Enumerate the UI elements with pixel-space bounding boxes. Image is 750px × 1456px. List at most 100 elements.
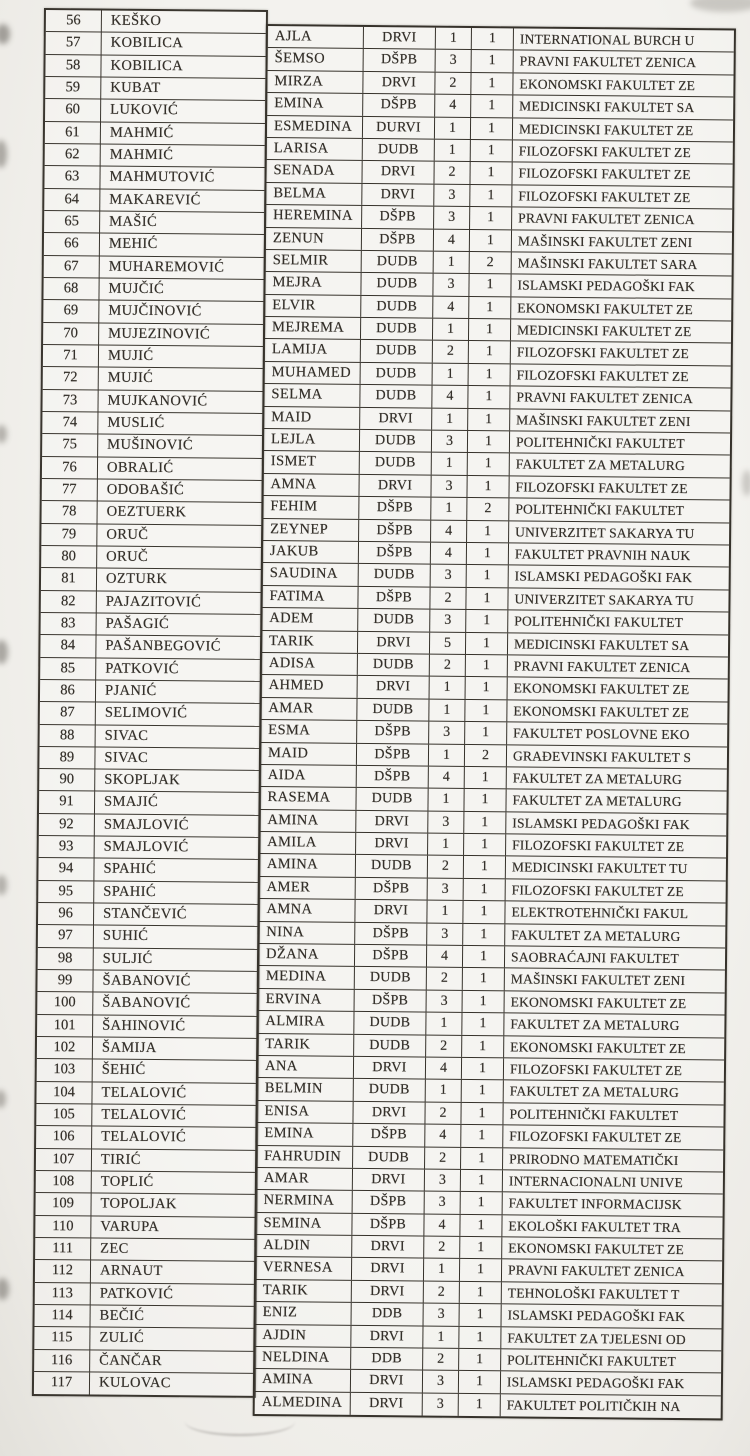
first-name-cell: FAHRUDIN: [257, 1145, 354, 1168]
code-cell: DŠPB: [363, 49, 436, 72]
row-number-cell: 85: [40, 657, 97, 680]
faculty-cell: MEDICINSKI FAKULTET TU: [511, 859, 688, 877]
number-cell-1: 1: [431, 453, 468, 475]
code-cell: DUDB: [357, 653, 430, 676]
surname-cell: PJANIĆ: [104, 682, 157, 699]
code-cell: DUDB: [360, 318, 434, 341]
surname-cell: VARUPA: [100, 1218, 160, 1235]
code-cell: DRVI: [356, 832, 429, 856]
faculty-cell: MEDICINSKI FAKULTET SA: [513, 635, 690, 653]
first-name-cell: BELMA: [266, 182, 363, 206]
number-cell-1: 3: [424, 1169, 462, 1192]
first-name-cell: ANA: [257, 1055, 355, 1079]
row-number-cell: 56: [45, 10, 102, 32]
faculty-cell: FAKULTET ZA METALURG: [511, 927, 681, 944]
faculty-cell: FAKULTET ZA METALURG: [510, 1016, 680, 1034]
code-cell: DUDB: [357, 698, 430, 721]
number-cell-1: 1: [428, 788, 465, 811]
faculty-cell: PRAVNI FAKULTET ZENICA: [513, 658, 691, 676]
table-row: 87 SELIMOVIĆ: [39, 702, 260, 727]
table-row: 57 KOBILICA: [45, 32, 266, 57]
code-cell: DRVI: [352, 1235, 425, 1259]
first-name-cell: AMNA: [259, 899, 356, 922]
faculty-cell: PRAVNI FAKULTET ZENICA: [516, 389, 693, 407]
code-cell: DUDB: [354, 967, 427, 990]
faculty-cell: ELEKTROTEHNIČKI FAKUL: [511, 904, 689, 922]
number-cell-2: 1: [459, 1348, 502, 1371]
number-cell-1: 1: [434, 139, 471, 162]
number-cell-2: 1: [458, 1393, 501, 1417]
surname-cell: KUBAT: [110, 79, 161, 97]
table-row: 93 SMAJLOVIĆ: [38, 836, 259, 861]
surname-cell: PAŠAGIĆ: [105, 615, 170, 632]
number-cell-1: 4: [432, 385, 469, 408]
faculty-cell: FILOZOFSKI FAKULTET ZE: [518, 143, 692, 161]
number-cell-2: 1: [462, 968, 505, 991]
number-cell-2: 1: [470, 117, 514, 140]
number-cell-1: 4: [431, 520, 468, 542]
number-cell-1: 4: [428, 766, 465, 789]
surname-cell: ČANČAR: [99, 1352, 163, 1369]
row-number-cell: 106: [36, 1126, 93, 1149]
table-row: 117 KULOVAC: [33, 1372, 254, 1396]
table-row: 80 ORUČ: [41, 545, 262, 571]
code-cell: DRVI: [350, 1370, 424, 1393]
table-row: 64 MAKAREVIĆ: [44, 188, 265, 213]
number-cell-2: 1: [468, 408, 511, 431]
number-cell-1: 4: [435, 94, 472, 117]
number-cell-2: 1: [464, 811, 507, 834]
first-name-cell: MUHAMED: [264, 361, 361, 385]
row-number-cell: 62: [44, 144, 101, 166]
first-name-cell: ZENUN: [265, 227, 363, 250]
code-cell: DRVI: [360, 407, 433, 430]
code-cell: DUDB: [361, 273, 434, 296]
faculty-cell: MEDICINSKI FAKULTET ZE: [517, 322, 692, 340]
first-name-cell: ESMEDINA: [266, 115, 364, 138]
number-cell-2: 1: [469, 229, 513, 252]
code-cell: DRVI: [351, 1258, 425, 1281]
faculty-cell: FILOZOFSKI FAKULTET ZE: [512, 837, 685, 855]
faculty-cell: MEDICINSKI FAKULTET ZE: [518, 120, 694, 138]
code-cell: DRVI: [357, 631, 431, 654]
faculty-cell: ISLAMSKI PEDAGOŠKI FAK: [512, 815, 690, 832]
number-cell-2: 1: [460, 1169, 504, 1192]
row-number-cell: 94: [38, 858, 95, 881]
surname-cell: BEČIĆ: [99, 1307, 145, 1324]
first-name-cell: BELMIN: [257, 1078, 354, 1101]
faculty-cell: FILOZOFSKI FAKULTET ZE: [515, 479, 688, 496]
scan-artifact: [0, 875, 7, 895]
surname-cell: OEZTUERK: [106, 503, 187, 521]
faculty-cell: FILOZOFSKI FAKULTET ZE: [509, 1061, 683, 1079]
surname-cell: SIVAC: [104, 749, 149, 766]
number-cell-1: 1: [428, 744, 466, 766]
row-number-cell: 73: [42, 389, 99, 412]
code-cell: DRVI: [351, 1325, 424, 1348]
number-cell-1: 1: [432, 318, 470, 341]
table-row: 59 KUBAT: [45, 77, 266, 102]
faculty-cell: EKONOMSKI FAKULTET ZE: [510, 994, 687, 1011]
number-cell-2: 1: [468, 363, 511, 386]
surname-cell: ŠAMIJA: [101, 1039, 157, 1057]
number-cell-1: 2: [423, 1348, 460, 1371]
surname-cell: KEŠKO: [110, 12, 162, 30]
surname-cell: ŠAHINOVIĆ: [102, 1017, 186, 1035]
code-cell: DŠPB: [352, 1213, 425, 1236]
number-cell-2: 1: [466, 610, 509, 632]
table-row: 114 BEČIĆ: [34, 1305, 255, 1330]
table-row: 105 TELALOVIĆ: [36, 1104, 257, 1129]
number-cell-2: 1: [464, 766, 507, 789]
number-cell-1: 2: [425, 1102, 462, 1125]
first-name-cell: SENADA: [266, 160, 363, 183]
first-name-cell: MEDINA: [258, 966, 355, 989]
code-cell: DŠPB: [358, 586, 431, 609]
number-cell-2: 1: [462, 990, 505, 1013]
code-cell: DUDB: [353, 1146, 426, 1169]
surname-cell: SKOPLJAK: [104, 771, 181, 789]
number-cell-2: 1: [465, 632, 509, 655]
surname-cell: SMAJLOVIĆ: [103, 838, 189, 856]
number-cell-1: 3: [434, 184, 471, 207]
code-cell: DUDB: [361, 250, 434, 273]
table-row: 94 SPAHIĆ: [38, 858, 259, 883]
first-name-cell: ENIZ: [255, 1302, 352, 1325]
